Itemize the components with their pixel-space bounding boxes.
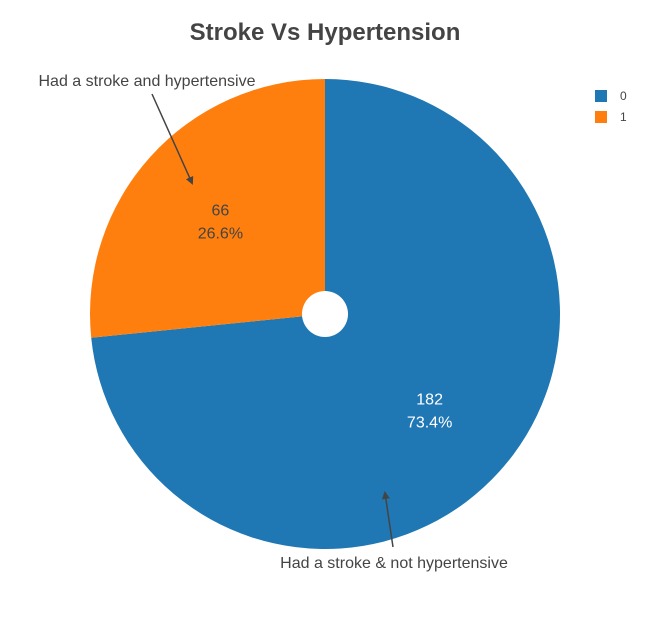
- legend-item-1[interactable]: 1: [595, 110, 627, 124]
- annotation-text-hypertensive: Had a stroke and hypertensive: [38, 73, 255, 90]
- legend-label-1: 1: [620, 110, 627, 124]
- slice-percent-label-0: 73.4%: [407, 415, 452, 432]
- annotation-stroke-hypertensive: Had a stroke and hypertensive: [38, 73, 256, 185]
- pie-center-hole: [302, 291, 348, 337]
- annotation-stroke-not-hypertensive: Had a stroke & not hypertensive: [280, 491, 508, 572]
- slice-value-label-1: 66: [211, 202, 229, 219]
- annotation-arrow-not-hypertensive: [381, 491, 394, 548]
- slice-labels: 182 73.4% 66 26.6%: [198, 202, 453, 431]
- slice-value-label-0: 182: [416, 392, 443, 409]
- legend-swatch-0: [595, 90, 607, 102]
- chart-title: Stroke Vs Hypertension: [190, 19, 461, 46]
- legend-swatch-1: [595, 111, 607, 123]
- legend-item-0[interactable]: 0: [595, 89, 627, 103]
- annotation-text-not-hypertensive: Had a stroke & not hypertensive: [280, 555, 508, 572]
- legend: 0 1: [595, 89, 627, 124]
- pie-slice-1[interactable]: [90, 79, 325, 338]
- slice-percent-label-1: 26.6%: [198, 225, 243, 242]
- legend-label-0: 0: [620, 89, 627, 103]
- annotation-arrow-hypertensive: [151, 93, 194, 185]
